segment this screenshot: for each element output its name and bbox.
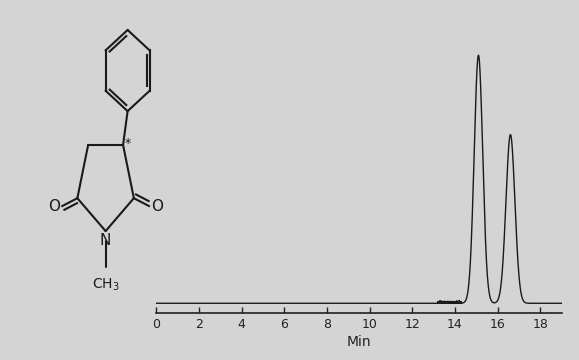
Text: O: O	[151, 198, 163, 213]
X-axis label: Min: Min	[347, 335, 371, 349]
Text: *: *	[125, 137, 131, 150]
Text: CH$_3$: CH$_3$	[92, 276, 119, 293]
Text: N: N	[100, 233, 111, 248]
Text: O: O	[48, 198, 60, 213]
